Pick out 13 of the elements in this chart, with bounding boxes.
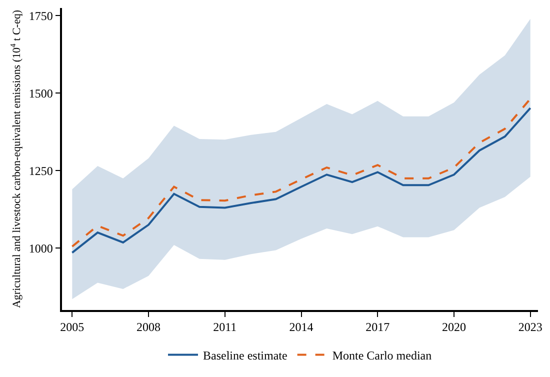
y-tick-label: 1750 (28, 8, 53, 23)
y-tick-label: 1500 (28, 86, 53, 100)
x-tick-label: 2017 (366, 320, 390, 334)
x-tick-label: 2011 (213, 320, 237, 334)
y-tick-label: 1000 (28, 241, 53, 256)
legend-label: Baseline estimate (203, 348, 288, 362)
legend-label: Monte Carlo median (332, 348, 432, 362)
y-tick-label: 1250 (28, 164, 53, 178)
x-tick-label: 2020 (442, 320, 466, 334)
x-tick-label: 2005 (60, 320, 84, 334)
x-tick-label: 2008 (136, 320, 161, 334)
x-tick-label: 2023 (518, 320, 542, 334)
x-tick-label: 2014 (289, 320, 314, 334)
